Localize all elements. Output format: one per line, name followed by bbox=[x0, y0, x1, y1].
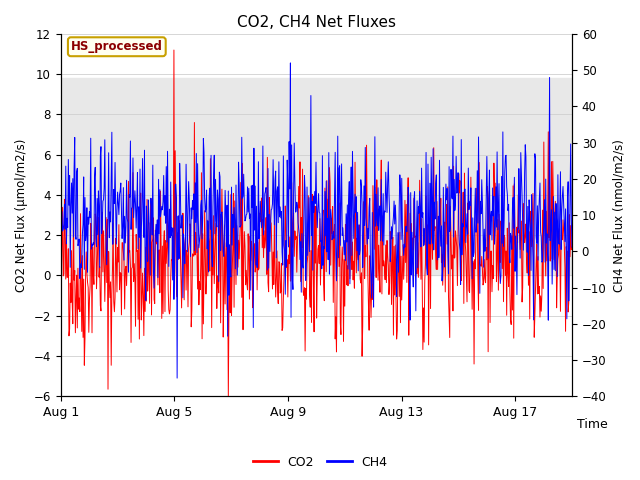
CH4 bbox=[446, 228, 454, 234]
CO2 bbox=[170, 47, 178, 53]
CH4 bbox=[287, 60, 294, 66]
Y-axis label: CO2 Net Flux (μmol/m2/s): CO2 Net Flux (μmol/m2/s) bbox=[15, 138, 28, 292]
CH4 bbox=[88, 241, 96, 247]
Text: HS_processed: HS_processed bbox=[71, 40, 163, 53]
Line: CO2: CO2 bbox=[61, 50, 572, 396]
CH4 bbox=[568, 244, 576, 250]
CH4 bbox=[499, 240, 506, 246]
CO2 bbox=[384, 253, 392, 259]
Line: CH4: CH4 bbox=[61, 63, 572, 378]
Bar bbox=[61, 78, 572, 276]
Y-axis label: CH4 Net Flux (nmol/m2/s): CH4 Net Flux (nmol/m2/s) bbox=[612, 139, 625, 291]
CO2 bbox=[499, 266, 506, 272]
CO2 bbox=[88, 330, 96, 336]
CO2 bbox=[568, 244, 576, 250]
CH4 bbox=[173, 375, 181, 381]
Legend: CO2, CH4: CO2, CH4 bbox=[248, 451, 392, 474]
CO2 bbox=[225, 393, 232, 399]
CO2 bbox=[355, 226, 363, 231]
CO2 bbox=[446, 335, 454, 340]
CH4 bbox=[369, 210, 376, 216]
Title: CO2, CH4 Net Fluxes: CO2, CH4 Net Fluxes bbox=[237, 15, 396, 30]
CO2 bbox=[369, 297, 376, 302]
X-axis label: Time: Time bbox=[577, 418, 608, 431]
CH4 bbox=[57, 180, 65, 186]
CH4 bbox=[384, 180, 392, 185]
CH4 bbox=[355, 222, 363, 228]
CO2 bbox=[57, 252, 65, 258]
